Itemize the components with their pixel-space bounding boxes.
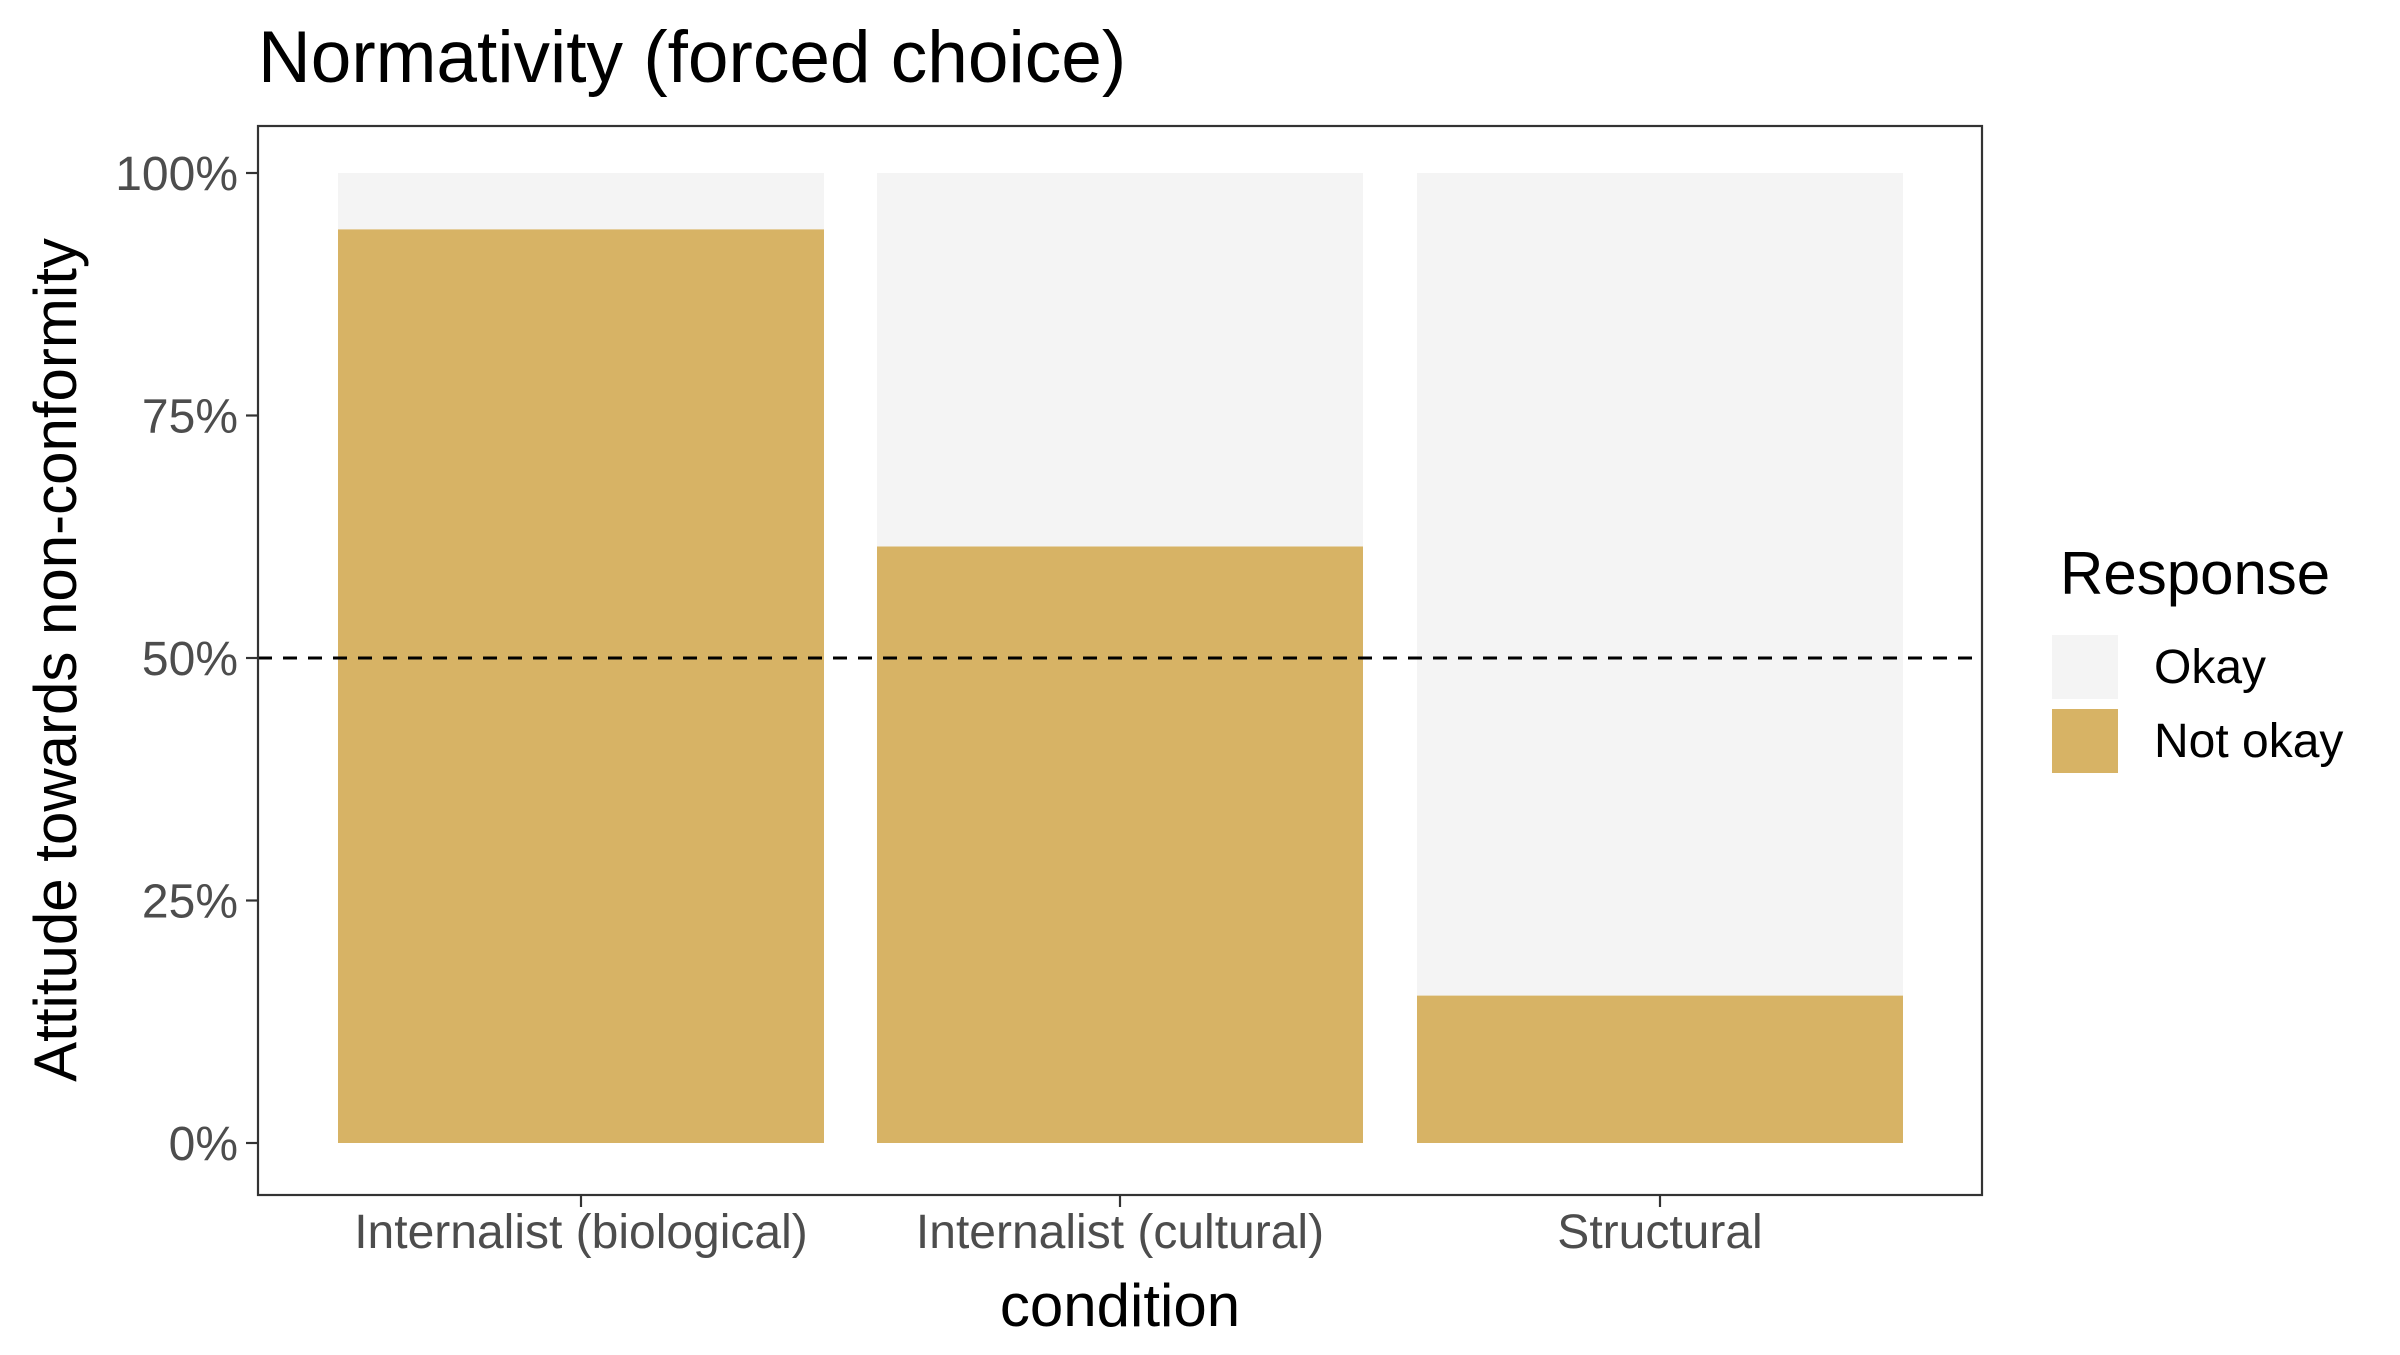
y-tick-label: 100% <box>115 148 238 201</box>
legend: Response Okay Not okay <box>2052 540 2343 773</box>
x-tick-label: Internalist (biological) <box>354 1206 808 1259</box>
bar-okay-3 <box>1417 173 1903 996</box>
chart-title: Normativity (forced choice) <box>258 17 1126 98</box>
x-axis: Internalist (biological) Internalist (cul… <box>354 1195 1763 1259</box>
bar-not-okay-1 <box>338 229 824 1143</box>
y-tick-label: 75% <box>142 391 238 444</box>
legend-swatch-not-okay <box>2052 709 2118 773</box>
bar-not-okay-3 <box>1417 995 1903 1143</box>
legend-label-not-okay: Not okay <box>2154 715 2343 768</box>
y-tick-label: 25% <box>142 876 238 929</box>
y-axis-title: Attitude towards non-conformity <box>22 238 89 1082</box>
x-axis-title: condition <box>1000 1272 1240 1339</box>
bar-not-okay-2 <box>877 546 1363 1143</box>
legend-title: Response <box>2060 540 2330 607</box>
bars-layer <box>338 173 1903 1143</box>
bar-okay-2 <box>877 173 1363 547</box>
legend-label-okay: Okay <box>2154 641 2266 694</box>
x-tick-label: Structural <box>1557 1206 1762 1259</box>
bar-okay-1 <box>338 173 824 230</box>
y-tick-label: 50% <box>142 633 238 686</box>
y-tick-label: 0% <box>169 1118 238 1171</box>
x-tick-label: Internalist (cultural) <box>916 1206 1324 1259</box>
legend-swatch-okay <box>2052 635 2118 699</box>
y-axis: 0% 25% 50% 75% 100% <box>115 148 258 1171</box>
